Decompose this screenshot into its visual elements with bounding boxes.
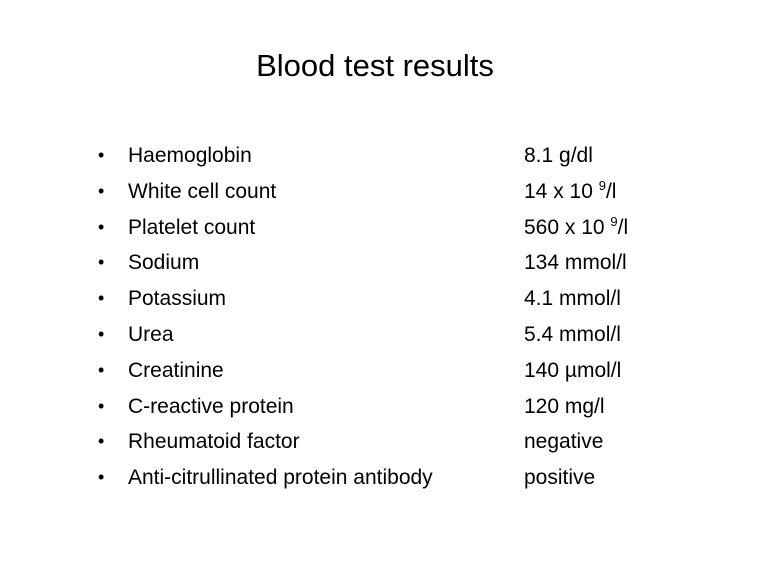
result-row: • Urea 5.4 mmol/l: [98, 317, 698, 353]
bullet-icon: •: [98, 288, 105, 309]
test-value: 5.4 mmol/l: [524, 317, 621, 353]
bullet-icon: •: [98, 431, 105, 452]
test-value: positive: [524, 460, 595, 496]
result-row: • White cell count 14 x 10 9/l: [98, 174, 698, 210]
result-row: • Rheumatoid factor negative: [98, 424, 698, 460]
test-name: Haemoglobin: [128, 144, 252, 167]
result-row: • Platelet count 560 x 10 9/l: [98, 210, 698, 246]
test-value: 560 x 10 9/l: [524, 210, 628, 246]
test-value-main: 134 mmol/l: [524, 251, 627, 275]
test-value-main: positive: [524, 466, 596, 490]
test-value-main: 560 x 10: [524, 215, 611, 239]
test-value-main: negative: [524, 430, 604, 454]
test-value-unit: /l: [605, 179, 617, 203]
test-value-main: 140 µmol/l: [524, 358, 622, 382]
test-value-main: 4.1 mmol/l: [524, 287, 621, 311]
test-value-exponent: 9: [610, 213, 618, 229]
test-value-main: 8.1 g/dl: [524, 144, 593, 167]
test-name: Urea: [128, 322, 174, 346]
bullet-icon: •: [98, 323, 105, 344]
test-value: 4.1 mmol/l: [524, 281, 621, 317]
bullet-icon: •: [98, 180, 105, 201]
test-name: Anti-citrullinated protein antibody: [128, 466, 433, 490]
test-value-main: 5.4 mmol/l: [524, 322, 621, 346]
test-value-exponent: 9: [598, 177, 606, 193]
slide-title: Blood test results: [256, 48, 494, 83]
bullet-icon: •: [98, 145, 105, 165]
result-row: • C-reactive protein 120 mg/l: [98, 389, 698, 425]
test-value-main: 120 mg/l: [524, 394, 605, 418]
result-row: • Creatinine 140 µmol/l: [98, 353, 698, 389]
test-name: Platelet count: [128, 215, 256, 239]
test-name: Creatinine: [128, 358, 224, 382]
test-value: 140 µmol/l: [524, 353, 621, 389]
test-value: 14 x 10 9/l: [524, 174, 616, 210]
test-value: 134 mmol/l: [524, 245, 627, 281]
test-name: Rheumatoid factor: [128, 430, 300, 454]
test-value: negative: [524, 424, 603, 460]
bullet-icon: •: [98, 467, 105, 488]
test-value-main: 14 x 10: [524, 179, 599, 203]
test-name: White cell count: [128, 179, 277, 203]
test-value: 120 mg/l: [524, 389, 605, 425]
result-row: • Sodium 134 mmol/l: [98, 245, 698, 281]
test-name: C-reactive protein: [128, 394, 294, 418]
bullet-icon: •: [98, 359, 105, 380]
bullet-icon: •: [98, 395, 105, 416]
results-list: • Haemoglobin 8.1 g/dl • White cell count 14 …: [98, 138, 698, 496]
test-value: 8.1 g/dl: [524, 138, 593, 174]
bullet-icon: •: [98, 216, 105, 237]
test-value-unit: /l: [617, 215, 629, 239]
bullet-icon: •: [98, 252, 105, 273]
result-row: • Potassium 4.1 mmol/l: [98, 281, 698, 317]
test-name: Sodium: [128, 251, 200, 275]
test-name: Potassium: [128, 287, 227, 311]
result-row: • Anti-citrullinated protein antibody posi…: [98, 460, 698, 496]
result-row: • Haemoglobin 8.1 g/dl: [98, 138, 698, 174]
